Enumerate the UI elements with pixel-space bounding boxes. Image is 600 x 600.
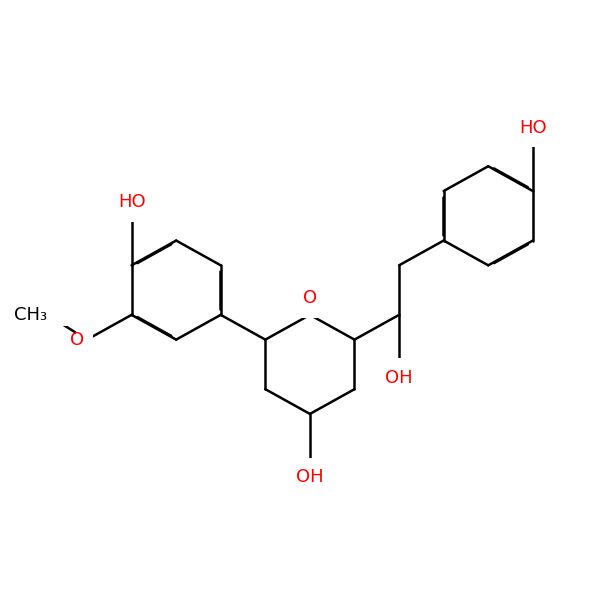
Text: O: O xyxy=(70,331,85,349)
Text: CH₃: CH₃ xyxy=(14,306,47,324)
FancyBboxPatch shape xyxy=(76,329,94,350)
Text: OH: OH xyxy=(385,370,413,388)
Text: HO: HO xyxy=(118,193,145,211)
FancyBboxPatch shape xyxy=(113,200,151,222)
FancyBboxPatch shape xyxy=(514,125,551,148)
FancyBboxPatch shape xyxy=(299,296,321,319)
FancyBboxPatch shape xyxy=(26,304,68,326)
Text: O: O xyxy=(303,289,317,307)
Text: OH: OH xyxy=(296,469,324,487)
Text: HO: HO xyxy=(519,119,547,137)
FancyBboxPatch shape xyxy=(384,358,414,380)
FancyBboxPatch shape xyxy=(295,458,325,479)
